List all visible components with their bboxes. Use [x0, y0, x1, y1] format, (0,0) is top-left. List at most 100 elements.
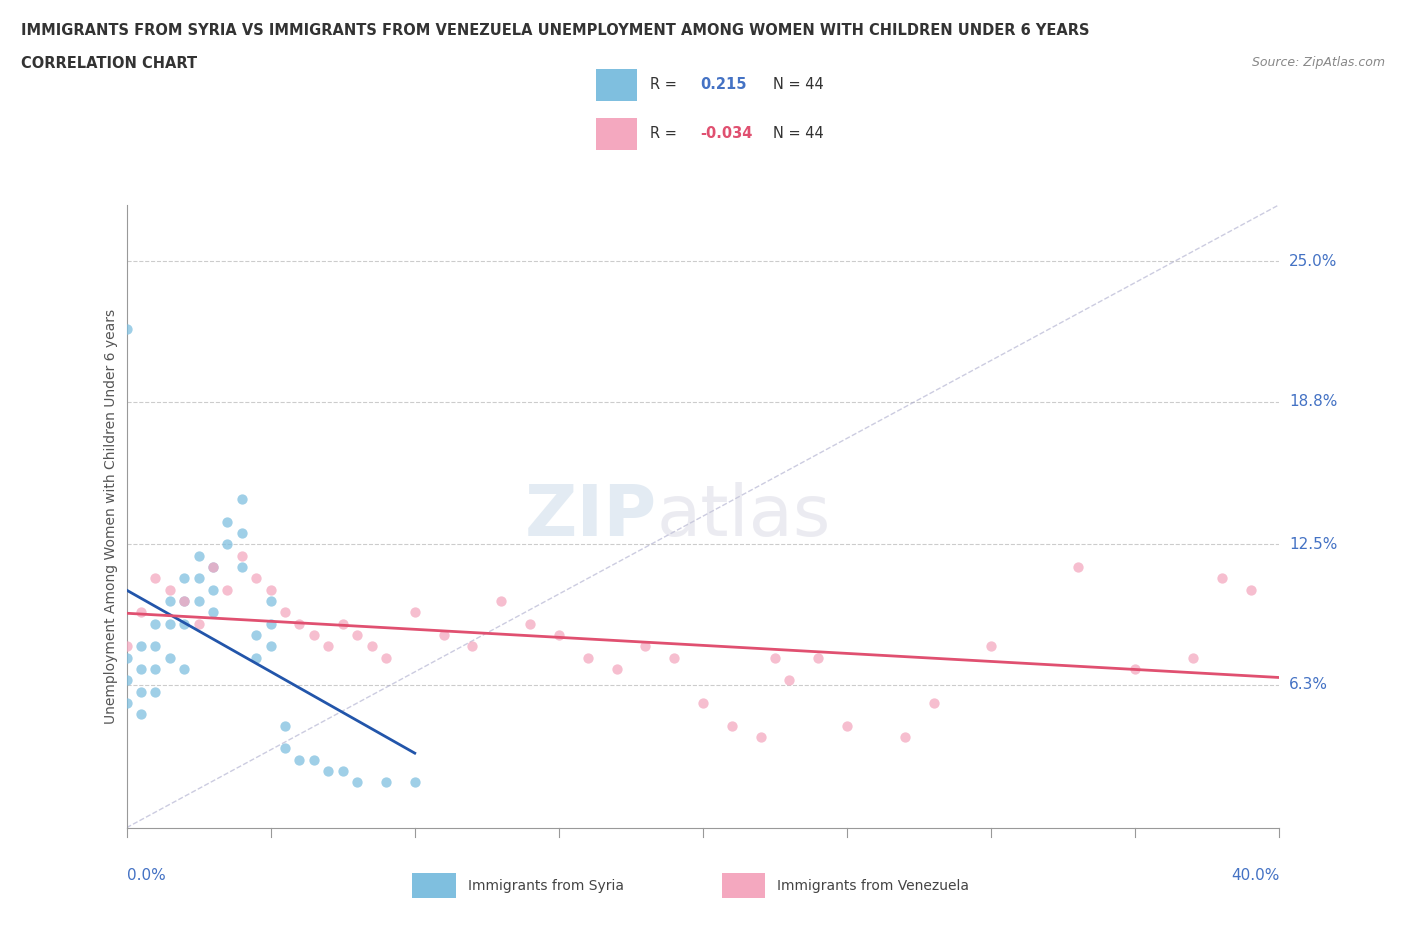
Point: [720, 718, 742, 733]
Point: [519, 617, 541, 631]
Point: [231, 525, 253, 540]
Point: [374, 650, 398, 665]
Bar: [721, 873, 765, 898]
Point: [173, 593, 195, 608]
Point: [274, 718, 297, 733]
Point: [217, 582, 239, 597]
Point: [145, 684, 166, 699]
Point: [202, 560, 225, 575]
Point: [129, 707, 152, 722]
Bar: [412, 873, 456, 898]
Point: [360, 639, 382, 654]
Point: [129, 684, 152, 699]
Text: IMMIGRANTS FROM SYRIA VS IMMIGRANTS FROM VENEZUELA UNEMPLOYMENT AMONG WOMEN WITH: IMMIGRANTS FROM SYRIA VS IMMIGRANTS FROM…: [21, 23, 1090, 38]
Point: [187, 571, 209, 586]
Point: [404, 775, 426, 790]
Point: [115, 650, 138, 665]
Point: [115, 696, 138, 711]
Point: [274, 605, 297, 620]
Point: [302, 628, 325, 643]
Text: 18.8%: 18.8%: [1289, 394, 1337, 409]
Text: R =: R =: [650, 126, 682, 141]
Point: [115, 322, 138, 337]
Text: 40.0%: 40.0%: [1232, 869, 1279, 883]
Point: [245, 650, 267, 665]
Point: [159, 593, 181, 608]
Text: R =: R =: [650, 77, 682, 92]
Point: [202, 605, 225, 620]
Point: [231, 549, 253, 564]
Point: [173, 661, 195, 676]
Point: [245, 571, 267, 586]
Text: ZIP: ZIP: [524, 482, 657, 551]
Point: [346, 628, 368, 643]
Point: [922, 696, 945, 711]
Point: [129, 605, 152, 620]
Point: [332, 617, 354, 631]
Text: -0.034: -0.034: [700, 126, 754, 141]
Point: [461, 639, 484, 654]
Point: [749, 730, 772, 745]
Bar: [596, 118, 637, 150]
Point: [115, 639, 138, 654]
Bar: [596, 69, 637, 100]
Point: [1211, 571, 1233, 586]
Point: [129, 639, 152, 654]
Point: [145, 617, 166, 631]
Point: [779, 673, 801, 688]
Point: [159, 617, 181, 631]
Point: [489, 593, 512, 608]
Point: [835, 718, 858, 733]
Point: [217, 537, 239, 551]
Point: [173, 593, 195, 608]
Text: 6.3%: 6.3%: [1289, 677, 1329, 693]
Point: [763, 650, 786, 665]
Point: [217, 514, 239, 529]
Text: Immigrants from Syria: Immigrants from Syria: [468, 879, 624, 893]
Text: atlas: atlas: [657, 482, 831, 551]
Point: [202, 560, 225, 575]
Text: 25.0%: 25.0%: [1289, 254, 1337, 269]
Point: [145, 571, 166, 586]
Point: [202, 582, 225, 597]
Text: 0.0%: 0.0%: [127, 869, 166, 883]
Point: [332, 764, 354, 778]
Point: [634, 639, 657, 654]
Point: [187, 549, 209, 564]
Point: [231, 560, 253, 575]
Text: CORRELATION CHART: CORRELATION CHART: [21, 56, 197, 71]
Text: 0.215: 0.215: [700, 77, 747, 92]
Point: [274, 741, 297, 756]
Point: [159, 582, 181, 597]
Point: [259, 582, 281, 597]
Point: [1181, 650, 1204, 665]
Text: Immigrants from Venezuela: Immigrants from Venezuela: [778, 879, 969, 893]
Point: [187, 593, 209, 608]
Text: 12.5%: 12.5%: [1289, 537, 1337, 552]
Point: [259, 617, 281, 631]
Point: [894, 730, 917, 745]
Point: [173, 617, 195, 631]
Point: [404, 605, 426, 620]
Point: [692, 696, 714, 711]
Point: [259, 639, 281, 654]
Point: [288, 617, 311, 631]
Y-axis label: Unemployment Among Women with Children Under 6 years: Unemployment Among Women with Children U…: [104, 309, 118, 724]
Point: [173, 571, 195, 586]
Point: [605, 661, 627, 676]
Text: Source: ZipAtlas.com: Source: ZipAtlas.com: [1251, 56, 1385, 69]
Point: [1240, 582, 1263, 597]
Point: [433, 628, 456, 643]
Point: [316, 764, 339, 778]
Point: [245, 628, 267, 643]
Point: [807, 650, 830, 665]
Point: [259, 593, 281, 608]
Point: [664, 650, 686, 665]
Point: [374, 775, 398, 790]
Text: N = 44: N = 44: [773, 126, 824, 141]
Point: [548, 628, 571, 643]
Point: [145, 661, 166, 676]
Point: [115, 673, 138, 688]
Point: [187, 617, 209, 631]
Point: [346, 775, 368, 790]
